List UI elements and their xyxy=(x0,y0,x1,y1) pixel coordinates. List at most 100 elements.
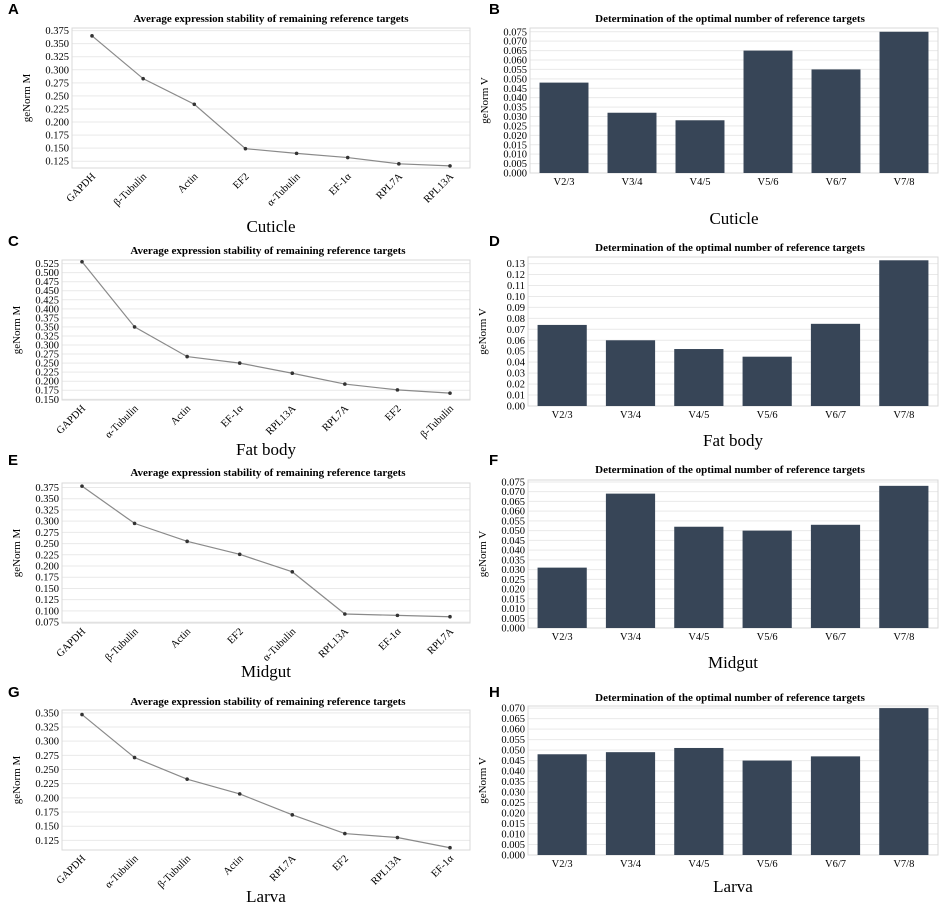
x-tick-label: GAPDH xyxy=(55,853,89,887)
tissue-label: Larva xyxy=(246,887,286,904)
y-tick-label: 0.070 xyxy=(503,37,527,48)
x-tick-label: RPL7A xyxy=(375,171,406,202)
x-tick-label: V5/6 xyxy=(757,632,778,643)
panel-letter: G xyxy=(8,684,20,701)
stability-line xyxy=(91,35,451,167)
bar xyxy=(810,756,861,855)
x-tick-label: V6/7 xyxy=(825,632,846,643)
x-tick-label: RPL7A xyxy=(321,403,352,434)
x-tick-label: V6/7 xyxy=(825,859,846,870)
data-point xyxy=(395,613,400,618)
y-tick-label: 0.125 xyxy=(35,836,59,847)
bar xyxy=(539,82,589,173)
data-point xyxy=(345,155,350,160)
x-tick-label: EF-1α xyxy=(327,171,354,198)
x-tick-label: V5/6 xyxy=(757,410,778,421)
y-tick-label: 0.275 xyxy=(35,528,59,539)
x-tick-label: V7/8 xyxy=(894,177,915,188)
y-tick-label: 0.010 xyxy=(501,604,525,615)
x-tick-label: V4/5 xyxy=(688,410,709,421)
data-point xyxy=(395,388,400,392)
x-tick-label: EF-1α xyxy=(377,626,404,653)
bar xyxy=(811,69,861,173)
y-tick-label: 0.025 xyxy=(503,121,527,132)
y-tick-label: 0.300 xyxy=(45,65,69,76)
x-tick-label: β-Tubulin xyxy=(419,403,457,441)
y-tick-label: 0.075 xyxy=(501,477,525,488)
data-point xyxy=(185,539,189,544)
data-point xyxy=(243,146,248,151)
data-point xyxy=(294,151,299,156)
y-tick-label: 0.175 xyxy=(35,808,59,819)
bar xyxy=(605,752,656,855)
y-tick-label: 0.045 xyxy=(501,536,525,547)
bar xyxy=(605,340,656,406)
y-tick-label: 0.125 xyxy=(35,595,59,606)
y-tick-label: 0.035 xyxy=(501,555,525,566)
y-tick-label: 0.350 xyxy=(35,494,59,505)
y-tick-label: 0.07 xyxy=(507,325,525,336)
x-tick-label: GAPDH xyxy=(55,626,89,660)
data-point xyxy=(397,162,401,166)
bar xyxy=(879,485,929,628)
tissue-label: Cuticle xyxy=(246,217,295,236)
y-tick-label: 0.055 xyxy=(501,516,525,527)
x-tick-label: EF2 xyxy=(226,626,246,646)
y-axis-label: geNorm V xyxy=(477,531,489,578)
x-tick-label: V7/8 xyxy=(893,410,914,421)
tissue-label: Larva xyxy=(713,877,753,896)
data-point xyxy=(237,552,242,557)
x-tick-label: V7/8 xyxy=(893,632,914,643)
y-tick-label: 0.050 xyxy=(501,746,525,757)
x-tick-label: α-Tubulin xyxy=(261,626,299,664)
x-tick-label: RPL13A xyxy=(422,171,456,205)
y-axis-label: geNorm V xyxy=(477,757,489,804)
bar xyxy=(742,356,792,406)
bar xyxy=(605,493,656,628)
y-tick-label: 0.300 xyxy=(35,737,59,748)
y-tick-label: 0.11 xyxy=(507,281,525,292)
y-tick-label: 0.350 xyxy=(35,322,59,333)
y-tick-label: 0.250 xyxy=(35,539,59,550)
y-tick-label: 0.325 xyxy=(35,723,59,734)
y-tick-label: 0.065 xyxy=(501,714,525,725)
x-tick-label: α-Tubulin xyxy=(265,171,303,209)
plot-frame xyxy=(527,479,939,629)
y-tick-label: 0.100 xyxy=(35,606,59,617)
data-point xyxy=(448,614,452,619)
x-tick-label: RPL7A xyxy=(268,853,299,884)
x-tick-label: V2/3 xyxy=(552,632,573,643)
y-tick-label: 0.250 xyxy=(45,91,69,102)
x-tick-label: V2/3 xyxy=(552,410,573,421)
y-tick-label: 0.325 xyxy=(45,52,69,63)
bar xyxy=(810,524,861,628)
y-axis-label: geNorm M xyxy=(11,755,23,804)
y-tick-label: 0.09 xyxy=(507,303,525,314)
bar xyxy=(674,526,724,628)
x-tick-label: GAPDH xyxy=(65,171,99,205)
y-tick-label: 0.400 xyxy=(35,304,59,315)
plot-frame xyxy=(71,27,471,169)
plot-frame xyxy=(529,27,939,174)
data-point xyxy=(80,712,84,717)
y-axis-label: geNorm M xyxy=(11,528,23,577)
plot-frame xyxy=(527,705,939,856)
y-tick-label: 0.350 xyxy=(35,708,59,719)
y-tick-label: 0.300 xyxy=(35,341,59,352)
x-tick-label: V4/5 xyxy=(688,632,709,643)
x-tick-label: GAPDH xyxy=(55,403,89,437)
y-tick-label: 0.04 xyxy=(507,358,526,369)
data-point xyxy=(290,371,295,376)
y-tick-label: 0.040 xyxy=(503,93,527,104)
x-tick-label: V3/4 xyxy=(622,177,644,188)
y-tick-label: 0.200 xyxy=(35,377,59,388)
tissue-label: Cuticle xyxy=(709,209,758,228)
x-tick-label: RPL13A xyxy=(264,403,298,437)
x-tick-label: V2/3 xyxy=(552,859,573,870)
y-tick-label: 0.020 xyxy=(501,809,525,820)
y-tick-label: 0.150 xyxy=(45,144,69,155)
bar xyxy=(537,754,587,855)
bar xyxy=(742,760,792,855)
panel-h: H Determination of the optimal number of … xyxy=(477,684,939,896)
